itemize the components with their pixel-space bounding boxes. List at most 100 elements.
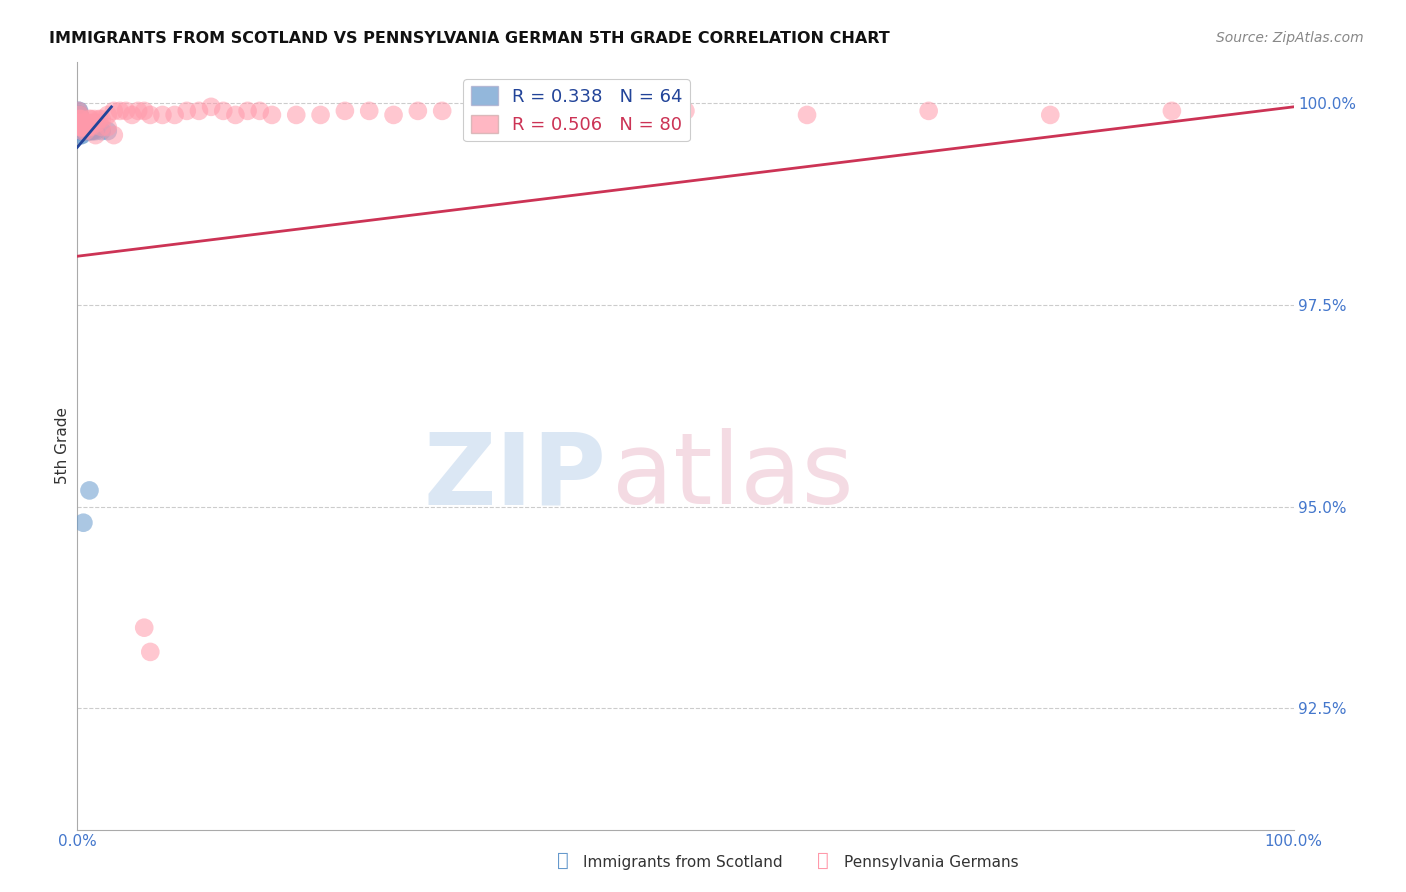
Point: [75, 116, 97, 130]
Point: [103, 128, 125, 142]
Point: [70, 124, 93, 138]
Point: [70, 116, 93, 130]
Point: [72, 116, 94, 130]
Point: [70, 120, 93, 134]
Point: [73, 124, 96, 138]
Point: [69, 120, 91, 134]
Text: ⬛: ⬛: [557, 851, 568, 870]
Point: [139, 645, 162, 659]
Point: [90, 124, 112, 138]
Point: [82, 124, 104, 138]
Point: [69, 112, 91, 126]
Point: [76, 120, 98, 134]
Point: [72, 120, 94, 134]
Text: IMMIGRANTS FROM SCOTLAND VS PENNSYLVANIA GERMAN 5TH GRADE CORRELATION CHART: IMMIGRANTS FROM SCOTLAND VS PENNSYLVANIA…: [49, 31, 890, 46]
Text: Immigrants from Scotland: Immigrants from Scotland: [583, 855, 783, 870]
Point: [406, 103, 429, 118]
Point: [72, 120, 94, 134]
Point: [67, 116, 90, 130]
Point: [73, 120, 96, 134]
Point: [77, 120, 100, 134]
Point: [84, 128, 107, 142]
Point: [67, 108, 90, 122]
Point: [69, 112, 91, 126]
Point: [69, 124, 91, 138]
Point: [224, 108, 246, 122]
Point: [90, 112, 112, 126]
Point: [70, 120, 93, 134]
Point: [492, 108, 515, 122]
Text: atlas: atlas: [613, 428, 853, 525]
Point: [75, 120, 97, 134]
Point: [67, 103, 90, 118]
Point: [69, 120, 91, 134]
Point: [70, 120, 93, 134]
Point: [72, 124, 94, 138]
Text: Pennsylvania Germans: Pennsylvania Germans: [844, 855, 1018, 870]
Point: [69, 116, 91, 130]
Point: [83, 112, 105, 126]
Point: [77, 116, 100, 130]
Point: [79, 112, 101, 126]
Point: [121, 108, 143, 122]
Point: [67, 103, 90, 118]
Point: [69, 120, 91, 134]
Point: [70, 112, 93, 126]
Point: [75, 120, 97, 134]
Point: [1161, 103, 1184, 118]
Point: [72, 116, 94, 130]
Point: [72, 116, 94, 130]
Point: [97, 108, 120, 122]
Point: [90, 120, 112, 134]
Point: [359, 103, 381, 118]
Point: [70, 116, 93, 130]
Point: [73, 120, 96, 134]
Point: [1039, 108, 1062, 122]
Point: [73, 116, 96, 130]
Point: [675, 103, 697, 118]
Point: [553, 103, 575, 118]
Point: [67, 112, 90, 126]
Point: [70, 128, 93, 142]
Point: [69, 120, 91, 134]
Point: [77, 124, 100, 138]
Point: [285, 108, 308, 122]
Point: [67, 108, 90, 122]
Point: [76, 124, 98, 138]
Point: [89, 112, 111, 126]
Point: [67, 116, 90, 130]
Point: [70, 120, 93, 134]
Point: [260, 108, 283, 122]
Point: [70, 120, 93, 134]
Point: [69, 112, 91, 126]
Point: [69, 116, 91, 130]
Point: [69, 120, 91, 134]
Point: [430, 103, 453, 118]
Y-axis label: 5th Grade: 5th Grade: [55, 408, 70, 484]
Point: [67, 112, 90, 126]
Point: [75, 120, 97, 134]
Point: [84, 124, 107, 138]
Point: [69, 120, 91, 134]
Point: [70, 116, 93, 130]
Point: [188, 103, 211, 118]
Point: [73, 120, 96, 134]
Point: [72, 120, 94, 134]
Point: [134, 621, 156, 635]
Point: [69, 116, 91, 130]
Point: [200, 100, 222, 114]
Point: [75, 124, 97, 138]
Point: [69, 112, 91, 126]
Point: [69, 120, 91, 134]
Point: [69, 120, 91, 134]
Point: [76, 120, 98, 134]
Point: [75, 116, 97, 130]
Point: [115, 103, 138, 118]
Point: [67, 103, 90, 118]
Point: [67, 120, 90, 134]
Point: [77, 124, 100, 138]
Point: [76, 120, 98, 134]
Legend: R = 0.338   N = 64, R = 0.506   N = 80: R = 0.338 N = 64, R = 0.506 N = 80: [464, 79, 690, 141]
Point: [70, 116, 93, 130]
Point: [69, 124, 91, 138]
